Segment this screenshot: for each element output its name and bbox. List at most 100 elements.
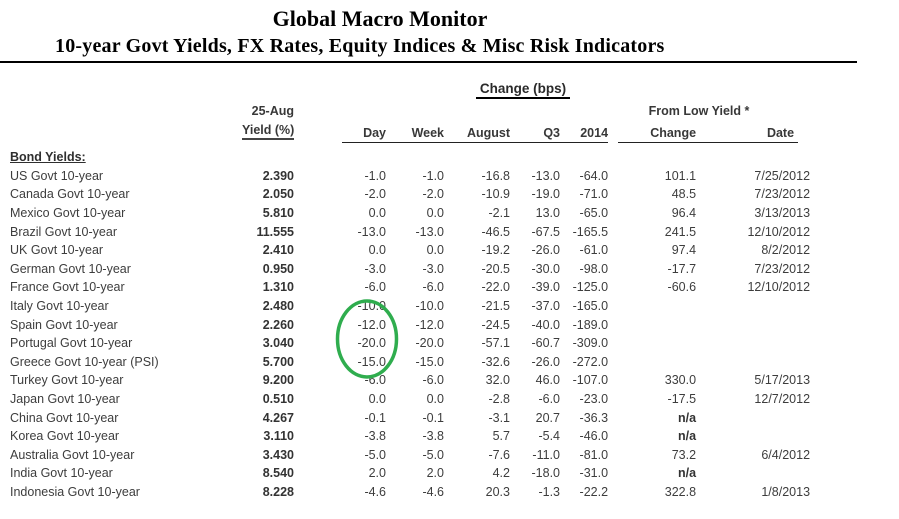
q3-change-cell: -18.0 (531, 466, 561, 481)
y2014-change-cell: -36.3 (579, 410, 609, 425)
table-row: Brazil Govt 10-year 11.555 -13.0 -13.0 -… (0, 222, 812, 241)
august-change-cell: -32.6 (481, 354, 511, 369)
table-row: Italy Govt 10-year 2.480 -10.0 -10.0 -21… (0, 297, 812, 316)
row-label: Australia Govt 10-year (10, 447, 135, 462)
day-column-header: Day (363, 126, 386, 140)
from-low-date-cell: 8/2/2012 (761, 243, 811, 258)
y2014-change-cell: -46.0 (579, 429, 609, 444)
row-label: UK Govt 10-year (10, 243, 104, 258)
q3-change-cell: -40.0 (531, 317, 561, 332)
q3-change-cell: -6.0 (538, 392, 560, 407)
fly-change-column-header: Change (650, 126, 697, 140)
row-label: Indonesia Govt 10-year (10, 484, 140, 499)
table-body: Bond Yields: US Govt 10-year 2.390 -1.0 … (0, 148, 812, 501)
day-change-cell: -15.0 (357, 354, 387, 369)
y2014-change-cell: -81.0 (579, 447, 609, 462)
q3-change-cell: 20.7 (535, 410, 560, 425)
yield-cell: 4.267 (262, 410, 294, 425)
change-group-rule (342, 142, 609, 143)
y2014-change-cell: -272.0 (572, 354, 609, 369)
header-rule-row (0, 140, 812, 148)
y2014-change-cell: -31.0 (579, 466, 609, 481)
week-change-cell: -2.0 (422, 187, 444, 202)
day-change-cell: -2.0 (364, 187, 386, 202)
from-low-change-cell (610, 353, 698, 372)
from-low-change-cell (610, 315, 698, 334)
from-low-change-cell (610, 334, 698, 353)
from-low-date-cell (698, 353, 812, 372)
day-change-cell: -3.0 (364, 261, 386, 276)
title-rule (0, 61, 857, 63)
table-row: Portugal Govt 10-year 3.040 -20.0 -20.0 … (0, 334, 812, 353)
table-row: Spain Govt 10-year 2.260 -12.0 -12.0 -24… (0, 315, 812, 334)
y2014-change-cell: -22.2 (579, 484, 609, 499)
from-low-date-cell: 7/23/2012 (754, 261, 811, 276)
section-header-row: Bond Yields: (0, 148, 812, 167)
from-low-date-cell: 6/4/2012 (761, 447, 811, 462)
day-change-cell: -6.0 (364, 373, 386, 388)
yield-cell: 5.700 (262, 354, 294, 369)
q3-change-cell: 13.0 (535, 206, 560, 221)
from-low-change-cell: 101.1 (664, 168, 697, 183)
macro-monitor-page: { "header": { "title": "Global Macro Mon… (0, 5, 899, 519)
day-change-cell: 0.0 (368, 206, 386, 221)
from-low-date-cell: 7/25/2012 (754, 168, 811, 183)
macro-table: Change (bps) 25-Aug From Low Yield * Yie… (0, 79, 812, 501)
week-change-cell: -0.1 (422, 410, 444, 425)
y2014-change-cell: -165.5 (572, 224, 609, 239)
table-row: Japan Govt 10-year 0.510 0.0 0.0 -2.8 -6… (0, 390, 812, 409)
y2014-change-cell: -23.0 (579, 392, 609, 407)
yield-cell: 2.480 (262, 299, 294, 314)
week-change-cell: -15.0 (415, 354, 445, 369)
august-change-cell: -22.0 (481, 280, 511, 295)
from-low-date-cell (698, 427, 812, 446)
yield-cell: 2.390 (262, 168, 294, 183)
week-change-cell: -5.0 (422, 447, 444, 462)
row-label: US Govt 10-year (10, 168, 104, 183)
day-change-cell: -12.0 (357, 317, 387, 332)
y2014-change-cell: -65.0 (579, 206, 609, 221)
q3-change-cell: -26.0 (531, 243, 561, 258)
row-label: Greece Govt 10-year (PSI) (10, 354, 159, 369)
week-change-cell: 2.0 (426, 466, 444, 481)
yield-cell: 2.260 (262, 317, 294, 332)
yield-cell: 3.040 (262, 336, 294, 351)
from-low-change-cell (610, 297, 698, 316)
row-label: Turkey Govt 10-year (10, 373, 124, 388)
q3-change-cell: -39.0 (531, 280, 561, 295)
from-low-date-cell: 5/17/2013 (754, 373, 811, 388)
row-label: Canada Govt 10-year (10, 187, 130, 202)
yield-date-header: 25-Aug (251, 103, 294, 118)
yield-cell: 8.540 (262, 466, 294, 481)
day-change-cell: -1.0 (364, 168, 386, 183)
q3-change-cell: -13.0 (531, 168, 561, 183)
change-bps-group-header: Change (bps) (475, 81, 571, 99)
q3-change-cell: 46.0 (535, 373, 560, 388)
table-row: US Govt 10-year 2.390 -1.0 -1.0 -16.8 -1… (0, 167, 812, 186)
from-low-change-cell: 48.5 (671, 187, 697, 202)
group-header-row: Change (bps) (0, 79, 812, 101)
y2014-change-cell: -165.0 (572, 299, 609, 314)
from-low-date-cell (698, 297, 812, 316)
yield-cell: 0.510 (262, 392, 294, 407)
from-low-date-cell (698, 315, 812, 334)
august-change-cell: -7.6 (488, 447, 510, 462)
section-label: Bond Yields: (10, 150, 86, 165)
y2014-change-cell: -309.0 (572, 336, 609, 351)
table-row: German Govt 10-year 0.950 -3.0 -3.0 -20.… (0, 260, 812, 279)
yield-cell: 11.555 (256, 224, 294, 239)
week-change-cell: -3.8 (422, 429, 444, 444)
august-change-cell: 4.2 (492, 466, 510, 481)
from-low-change-cell: 96.4 (671, 206, 697, 221)
fly-date-column-header: Date (766, 126, 795, 140)
from-low-change-cell: 330.0 (664, 373, 697, 388)
week-column-header: Week (411, 126, 444, 140)
table-row: Mexico Govt 10-year 5.810 0.0 0.0 -2.1 1… (0, 204, 812, 223)
from-low-date-cell: 12/10/2012 (747, 280, 811, 295)
from-low-change-cell: -17.5 (667, 392, 697, 407)
from-low-change-cell: 73.2 (671, 447, 697, 462)
august-change-cell: -19.2 (481, 243, 511, 258)
yield-cell: 1.310 (262, 280, 294, 295)
day-change-cell: -13.0 (357, 224, 387, 239)
row-label: Italy Govt 10-year (10, 299, 109, 314)
